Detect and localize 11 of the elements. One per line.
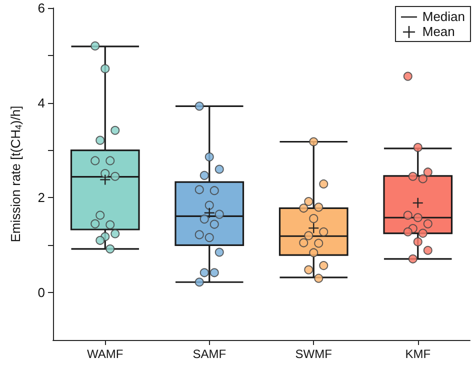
annotation: Mean <box>422 24 455 39</box>
y-tick-label: 6 <box>38 0 45 16</box>
y-tick-label: 4 <box>38 95 45 110</box>
y-axis-title: Emission rate [t(CH4)/h] <box>8 106 24 242</box>
x-tick-label: WAMF <box>87 347 124 361</box>
x-tick-label: SAMF <box>192 347 226 361</box>
x-tick-label: KMF <box>405 347 431 361</box>
y-tick-label: 2 <box>38 190 45 206</box>
annotation: Median <box>422 9 465 24</box>
x-tick-label: SWMF <box>295 347 332 361</box>
y-tick-label: 0 <box>38 285 45 300</box>
